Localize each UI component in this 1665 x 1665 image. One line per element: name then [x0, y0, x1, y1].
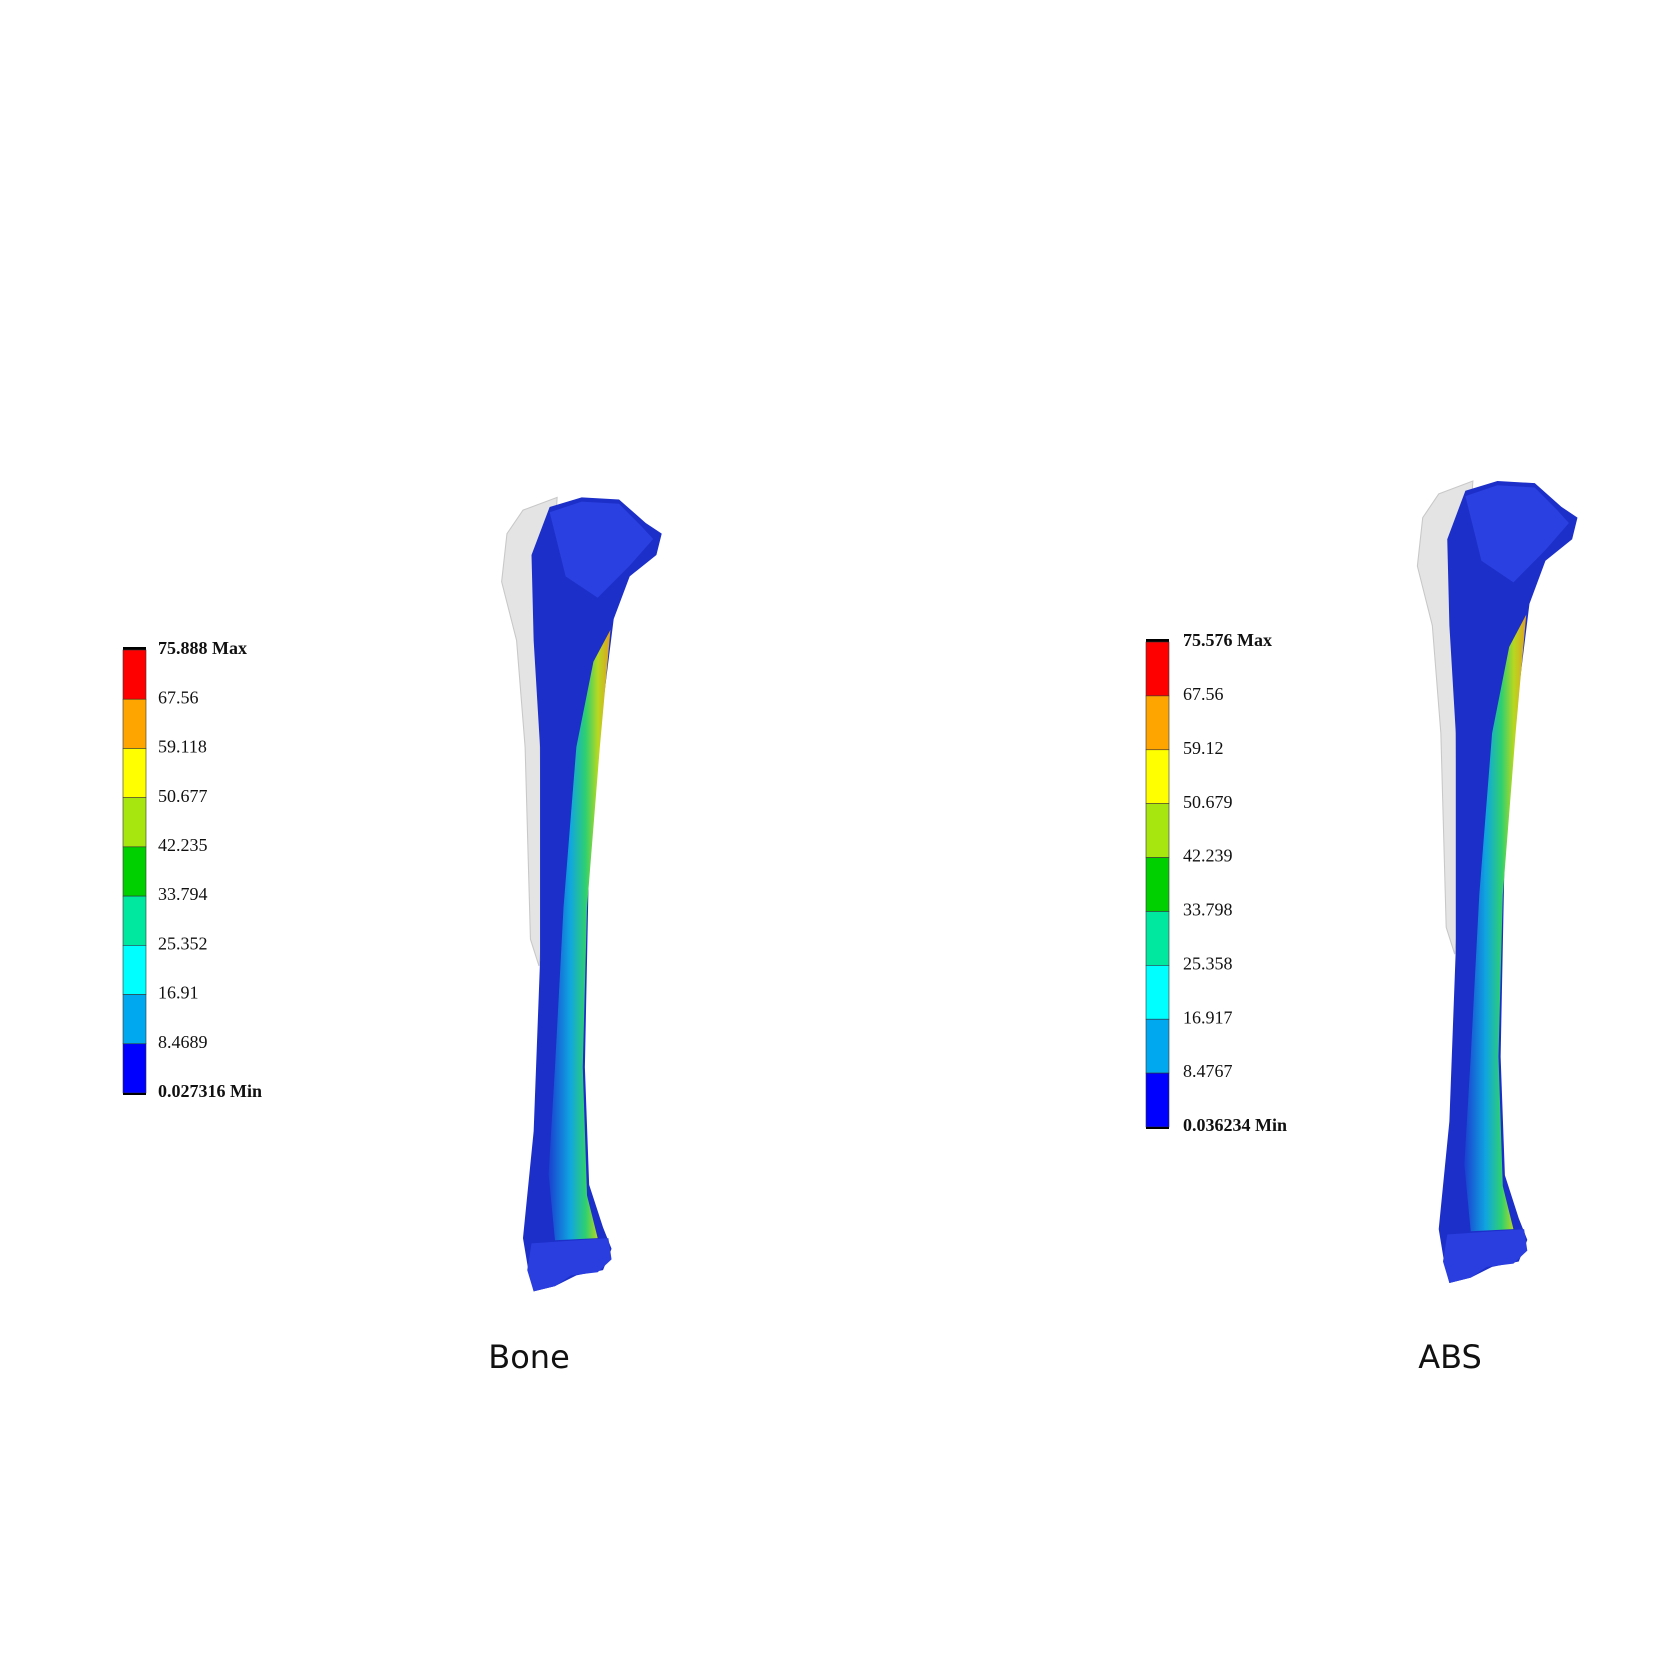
legend-label: 8.4767	[1183, 1061, 1233, 1081]
legend-band	[122, 649, 147, 700]
legend-band	[1145, 911, 1170, 966]
legend-label: 42.235	[158, 835, 208, 855]
legend-label: 42.239	[1183, 846, 1233, 866]
legend-label: 25.358	[1183, 953, 1233, 973]
caption: Bone	[488, 1338, 570, 1376]
legend-band	[1145, 749, 1170, 804]
legend-label: 67.56	[158, 687, 199, 707]
legend-label: 25.352	[158, 933, 208, 953]
legend-band	[122, 1043, 147, 1094]
legend-top	[123, 647, 146, 650]
legend-label: 50.677	[158, 786, 208, 806]
legend-bottom	[1146, 1127, 1169, 1129]
legend-band	[1145, 1072, 1170, 1128]
legend-band	[1145, 695, 1170, 751]
legend-label: 67.56	[1183, 684, 1224, 704]
legend-label: 59.12	[1183, 738, 1224, 758]
legend-label: 8.4689	[158, 1032, 208, 1052]
legend-band	[1145, 965, 1170, 1020]
legend: 75.576 Max 67.56 59.12 50.679 42.239 33.798 25…	[1145, 630, 1287, 1135]
legend-label: 16.91	[158, 983, 199, 1003]
legend-band	[122, 748, 147, 798]
legend-label: 75.576 Max	[1183, 630, 1272, 650]
legend-label: 33.798	[1183, 900, 1233, 920]
caption: ABS	[1418, 1338, 1482, 1376]
legend-bottom	[123, 1093, 146, 1095]
legend-band	[122, 846, 147, 897]
legends: 75.888 Max 67.56 59.118 50.677 42.235 33.794 2…	[122, 630, 1482, 1376]
legend-band	[122, 698, 147, 749]
legend-band	[1145, 857, 1170, 912]
legend-label: 0.036234 Min	[1183, 1115, 1287, 1135]
legend-label: 0.027316 Min	[158, 1081, 262, 1101]
legend-top	[1146, 639, 1169, 642]
legend-label: 59.118	[158, 737, 207, 757]
legend-band	[1145, 803, 1170, 858]
legend-band	[122, 994, 147, 1045]
legend-label: 75.888 Max	[158, 638, 247, 658]
legend-band	[122, 895, 147, 946]
legend-band	[122, 945, 147, 995]
legend: 75.888 Max 67.56 59.118 50.677 42.235 33.794 2…	[122, 638, 262, 1101]
legend-band	[1145, 641, 1170, 697]
legend-band	[122, 797, 147, 848]
legend-label: 33.794	[158, 884, 208, 904]
legend-label: 50.679	[1183, 792, 1233, 812]
bone-model	[501, 480, 1579, 1292]
legend-band	[1145, 1018, 1170, 1074]
legend-label: 16.917	[1183, 1007, 1233, 1027]
